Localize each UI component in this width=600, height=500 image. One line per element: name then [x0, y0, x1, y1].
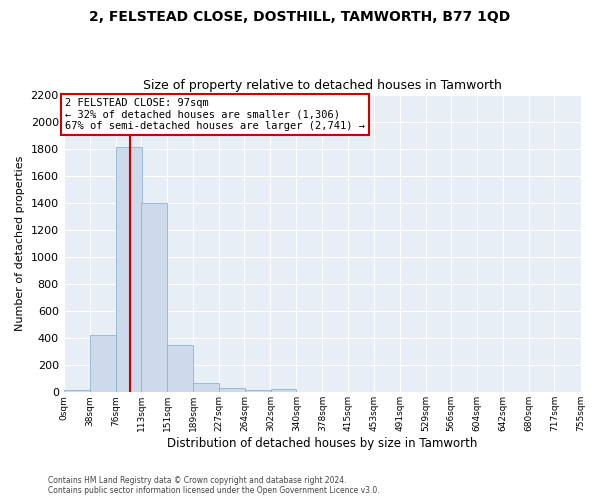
Bar [64, 390, 89, 392]
Bar [116, 148, 142, 392]
Bar [271, 389, 296, 392]
Text: 2, FELSTEAD CLOSE, DOSTHILL, TAMWORTH, B77 1QD: 2, FELSTEAD CLOSE, DOSTHILL, TAMWORTH, B… [89, 10, 511, 24]
X-axis label: Distribution of detached houses by size in Tamworth: Distribution of detached houses by size … [167, 437, 477, 450]
Bar [245, 390, 270, 392]
Bar [167, 345, 193, 393]
Text: Contains HM Land Registry data © Crown copyright and database right 2024.
Contai: Contains HM Land Registry data © Crown c… [48, 476, 380, 495]
Bar [141, 203, 167, 392]
Bar [90, 336, 116, 392]
Title: Size of property relative to detached houses in Tamworth: Size of property relative to detached ho… [143, 79, 502, 92]
Bar [219, 388, 245, 392]
Bar [193, 383, 219, 392]
Text: 2 FELSTEAD CLOSE: 97sqm
← 32% of detached houses are smaller (1,306)
67% of semi: 2 FELSTEAD CLOSE: 97sqm ← 32% of detache… [65, 98, 365, 131]
Y-axis label: Number of detached properties: Number of detached properties [15, 156, 25, 331]
